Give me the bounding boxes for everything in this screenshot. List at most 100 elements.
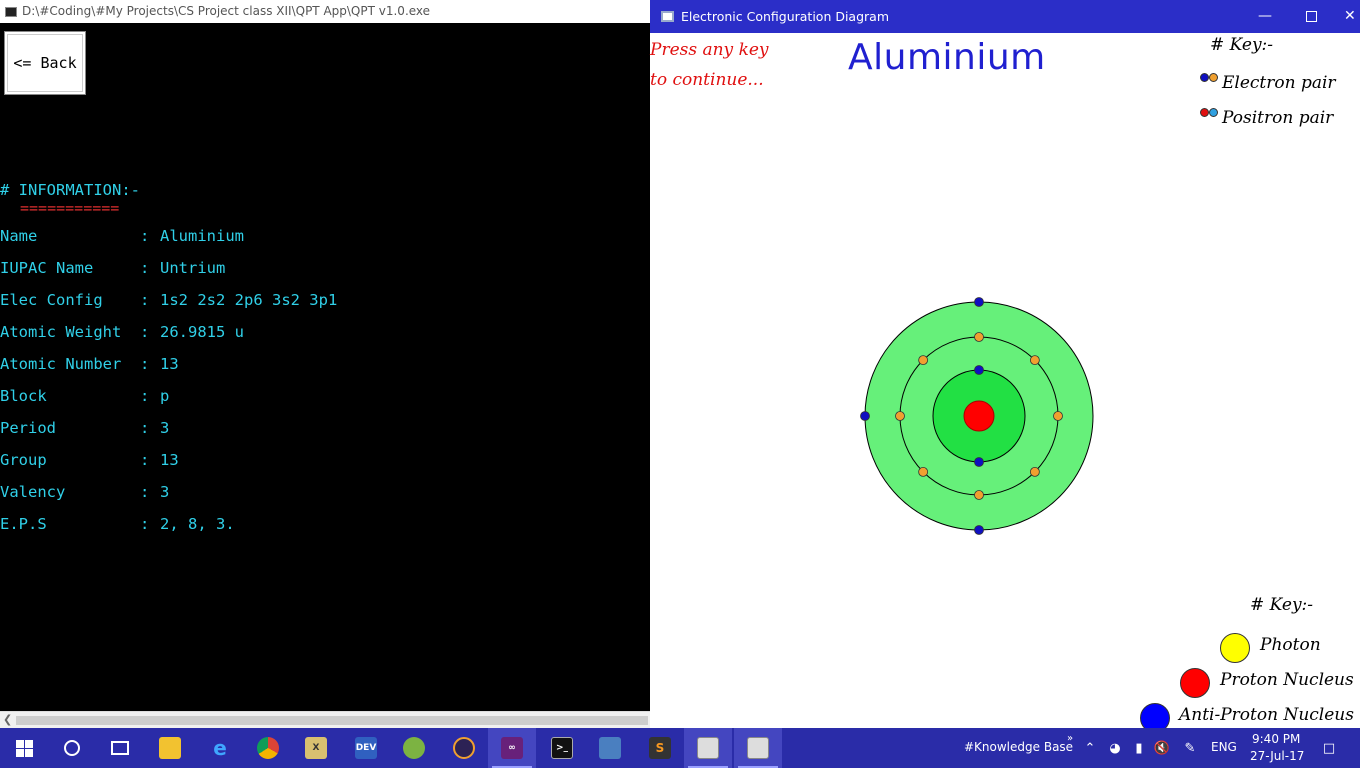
taskbar-qpt-graphics[interactable]: [734, 728, 782, 768]
show-hidden-icons-icon[interactable]: ⌃: [1084, 740, 1096, 756]
info-underline: ===========: [20, 199, 120, 217]
info-row-valency: Valency:3: [0, 483, 169, 515]
info-value: 13: [160, 451, 179, 469]
virtualbox-icon: [599, 737, 621, 759]
info-separator: :: [140, 227, 150, 245]
taskbar-file-explorer[interactable]: [146, 728, 194, 768]
maximize-button[interactable]: [1288, 0, 1334, 33]
electron-shell-2-1: [974, 332, 984, 342]
task-view-button[interactable]: [96, 728, 144, 768]
console-titlebar[interactable]: D:\#Coding\#My Projects\CS Project class…: [0, 0, 650, 23]
diagram-titlebar[interactable]: Electronic Configuration Diagram — ✕: [650, 0, 1360, 33]
info-separator: :: [140, 323, 150, 341]
taskbar-dev-cpp[interactable]: DEV: [342, 728, 390, 768]
dev-cpp-icon: DEV: [355, 737, 377, 759]
volume-muted-icon[interactable]: 🔇: [1153, 740, 1171, 756]
close-button[interactable]: ✕: [1334, 0, 1360, 33]
android-studio-icon: [403, 737, 425, 759]
chrome-icon: [257, 737, 279, 759]
info-key: E.P.S: [0, 515, 47, 533]
folder-icon: [159, 737, 181, 759]
app-window-icon: [697, 737, 719, 759]
pair-key-heading: # Key:-: [1210, 35, 1274, 55]
electron-shell-2-8: [918, 355, 929, 366]
atom-diagram: [860, 297, 1094, 535]
info-separator: :: [140, 259, 150, 277]
horizontal-scrollbar[interactable]: ❮: [0, 711, 650, 728]
positron-pair-key-dot: [1209, 108, 1218, 117]
electron-shell-2-7: [895, 411, 905, 421]
taskbar-excel[interactable]: X: [292, 728, 340, 768]
info-value: 3: [160, 483, 170, 501]
info-key: Block: [0, 387, 47, 405]
running-indicator: [738, 766, 778, 768]
taskbar-chrome[interactable]: [244, 728, 292, 768]
diagram-canvas[interactable]: Press any key to continue... Aluminium #…: [650, 33, 1360, 733]
electron-shell-3-3: [860, 411, 870, 421]
pen-icon[interactable]: ✎: [1184, 740, 1196, 756]
info-row-group: Group:13: [0, 451, 179, 483]
console-body: <= Back # INFORMATION:- =========== Name…: [0, 23, 650, 711]
electron-pair-label: Electron pair: [1222, 73, 1336, 93]
cortana-button[interactable]: [48, 728, 96, 768]
address-toolbar[interactable]: #Knowledge Base: [964, 740, 1074, 754]
clock-date[interactable]: 27-Jul-17: [1250, 749, 1305, 763]
info-key: Atomic Weight: [0, 323, 122, 341]
positron-key-dot: [1200, 108, 1209, 117]
console-title: D:\#Coding\#My Projects\CS Project class…: [22, 4, 431, 18]
excel-icon: X: [305, 737, 327, 759]
info-separator: :: [140, 483, 150, 501]
running-indicator: [688, 766, 728, 768]
visual-studio-icon: ∞: [501, 737, 523, 759]
toolbar-expand-icon[interactable]: »: [1066, 732, 1074, 744]
electron-key-dot: [1200, 73, 1209, 82]
electron-shell-2-4: [1029, 466, 1040, 477]
info-row-eps: E.P.S:2, 8, 3.: [0, 515, 235, 547]
press-key-line1: Press any key: [650, 40, 769, 60]
start-button[interactable]: [0, 728, 48, 768]
info-row-atomic-weight: Atomic Weight:26.9815 u: [0, 323, 244, 355]
nucleus: [963, 400, 995, 432]
info-value: 26.9815 u: [160, 323, 244, 341]
info-row-atomic-number: Atomic Number:13: [0, 355, 179, 387]
proton-nucleus-label: Proton Nucleus: [1220, 670, 1354, 690]
scrollbar-thumb[interactable]: [16, 716, 648, 725]
taskbar-android-studio[interactable]: [390, 728, 438, 768]
info-heading: # INFORMATION:-: [0, 181, 140, 199]
network-icon[interactable]: ◕: [1109, 740, 1121, 756]
scroll-left-icon[interactable]: ❮: [3, 713, 13, 726]
photon-label: Photon: [1260, 635, 1321, 655]
sublime-icon: S: [649, 737, 671, 759]
action-center-icon[interactable]: □: [1322, 740, 1336, 756]
info-row-elec-config: Elec Config:1s2 2s2 2p6 3s2 3p1: [0, 291, 337, 323]
info-row-block: Block: p: [0, 387, 169, 419]
taskbar-cmd[interactable]: >_: [538, 728, 586, 768]
diagram-window: Electronic Configuration Diagram — ✕ Pre…: [650, 0, 1360, 733]
clock-time[interactable]: 9:40 PM: [1252, 732, 1301, 746]
taskbar-sublime[interactable]: S: [636, 728, 684, 768]
minimize-button[interactable]: —: [1242, 0, 1288, 33]
windows-icon: [15, 739, 33, 757]
info-separator: :: [140, 451, 150, 469]
eclipse-icon: [453, 737, 475, 759]
press-key-line2: to continue...: [650, 70, 764, 90]
info-key: Group: [0, 451, 47, 469]
info-separator: :: [140, 515, 150, 533]
info-key: Elec Config: [0, 291, 103, 309]
electron-shell-1-1: [974, 365, 984, 375]
electron-shell-2-3: [1053, 411, 1063, 421]
taskbar-virtualbox[interactable]: [586, 728, 634, 768]
info-row-name: Name: Aluminium: [0, 227, 244, 259]
console-app-icon: [5, 6, 17, 17]
info-value: 2, 8, 3.: [160, 515, 235, 533]
back-button[interactable]: <= Back: [4, 31, 86, 95]
taskbar-eclipse[interactable]: [440, 728, 488, 768]
taskbar-visual-studio[interactable]: ∞: [488, 728, 536, 768]
battery-icon[interactable]: ▮: [1135, 740, 1143, 756]
info-value: 13: [160, 355, 179, 373]
taskbar-edge[interactable]: e: [196, 728, 244, 768]
taskbar-qpt-console[interactable]: [684, 728, 732, 768]
info-separator: :: [140, 355, 150, 373]
language-indicator[interactable]: ENG: [1211, 740, 1237, 754]
electron-shell-3-2: [974, 525, 984, 535]
